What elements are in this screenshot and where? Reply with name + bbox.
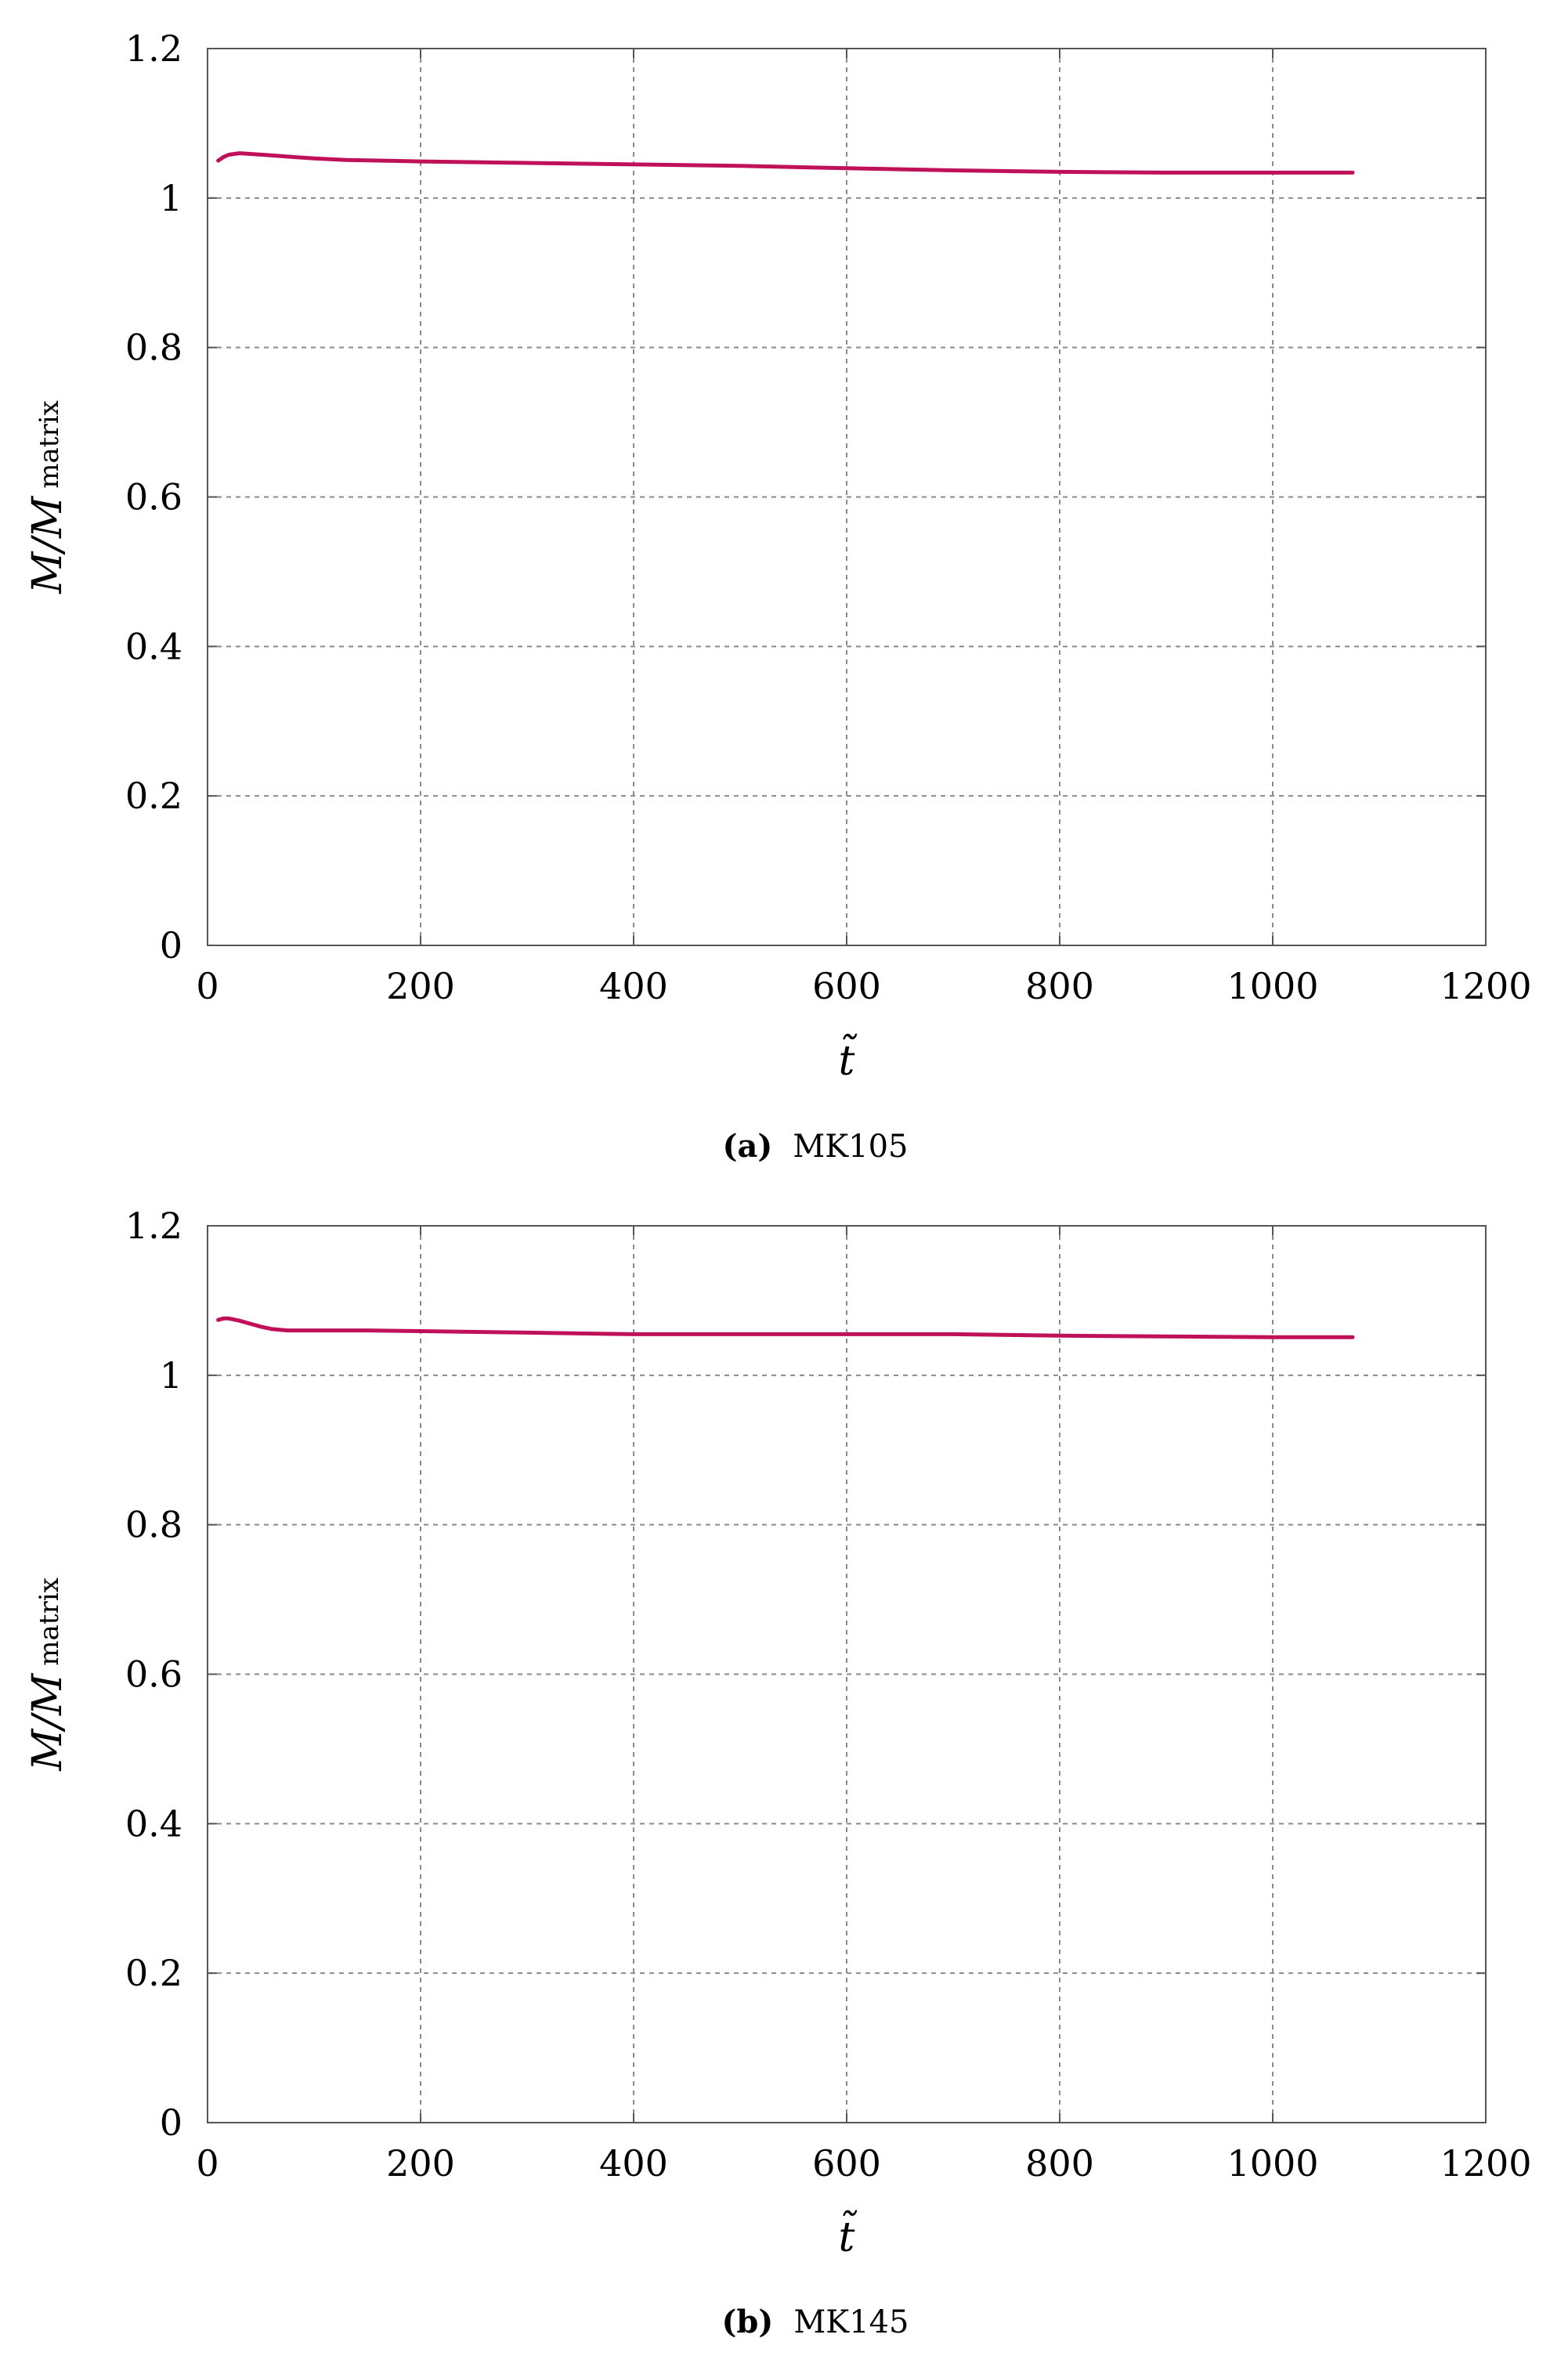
caption-tag: (a) (723, 1128, 773, 1165)
y-axis-label-main: M/M (24, 1672, 71, 1772)
caption-tag: (b) (721, 2304, 773, 2340)
y-tick-label: 1 (160, 1354, 182, 1397)
x-tick-label: 0 (196, 2142, 219, 2185)
x-tick-label: 400 (599, 965, 668, 1007)
series-line (216, 151, 1355, 175)
x-tick-label: 200 (386, 965, 455, 1007)
y-axis-label: M/M matrix (24, 1577, 71, 1772)
caption-name: MK145 (793, 2304, 909, 2340)
x-axis-label: t̃ (839, 2210, 858, 2261)
x-tick-label: 1000 (1227, 965, 1318, 1007)
x-tick-label: 600 (812, 2142, 881, 2185)
y-tick-label: 0.8 (125, 1504, 182, 1546)
x-tick-labels: 0 200 400 600 800 1000 1200 (196, 965, 1531, 1007)
y-tick-label: 0.4 (125, 625, 182, 667)
gridlines (208, 49, 1486, 945)
y-tick-label: 1.2 (125, 27, 182, 70)
chart-panel-b: 0 200 400 600 800 1000 1200 00.20.40.60.811.2 … (24, 1205, 1532, 2340)
x-tick-label: 800 (1025, 965, 1094, 1007)
y-tick-label: 0.2 (125, 775, 182, 817)
y-axis-label-sub: matrix (34, 1577, 65, 1665)
panel-caption: (a) MK105 (723, 1128, 909, 1165)
y-axis-label: M/M matrix (24, 400, 71, 594)
chart-panel-a: 0 200 400 600 800 1000 1200 00.20.40.60.811.2 … (24, 27, 1532, 1165)
x-axis-label: t̃ (839, 1033, 858, 1085)
y-tick-labels: 0 0.2 0.4 0.6 0.8 1 1.2 (125, 27, 182, 967)
y-tick-label: 1.2 (125, 1205, 182, 1247)
x-tick-label: 800 (1025, 2142, 1094, 2185)
y-tick-label: 0.2 (125, 1952, 182, 1994)
x-tick-label: 1200 (1440, 2142, 1531, 2185)
x-tick-labels: 0 200 400 600 800 1000 1200 (196, 2142, 1531, 2185)
y-tick-labels: 0 0.2 0.4 0.6 0.8 1 1.2 (125, 1205, 182, 2144)
panel-caption: (b) MK145 (721, 2304, 909, 2340)
y-tick-label: 0.6 (125, 1653, 182, 1696)
y-axis-label-main: M/M (24, 495, 71, 594)
y-tick-label: 1 (160, 177, 182, 219)
y-tick-label: 0.6 (125, 476, 182, 519)
axis-ticks (207, 48, 1487, 946)
y-axis-label-sub: matrix (34, 400, 65, 488)
series-layer (216, 1316, 1355, 1339)
series-layer (216, 151, 1355, 175)
x-tick-label: 200 (386, 2142, 455, 2185)
x-tick-label: 1200 (1440, 965, 1531, 1007)
series-line (216, 1316, 1355, 1339)
y-tick-label: 0 (160, 924, 182, 967)
x-tick-label: 400 (599, 2142, 668, 2185)
x-tick-label: 0 (196, 965, 219, 1007)
y-tick-label: 0 (160, 2101, 182, 2144)
x-tick-label: 600 (812, 965, 881, 1007)
gridlines (208, 1226, 1486, 2123)
x-tick-label: 1000 (1227, 2142, 1318, 2185)
axis-ticks (207, 1225, 1487, 2123)
caption-name: MK105 (793, 1129, 908, 1165)
y-tick-label: 0.4 (125, 1802, 182, 1845)
y-tick-label: 0.8 (125, 327, 182, 369)
